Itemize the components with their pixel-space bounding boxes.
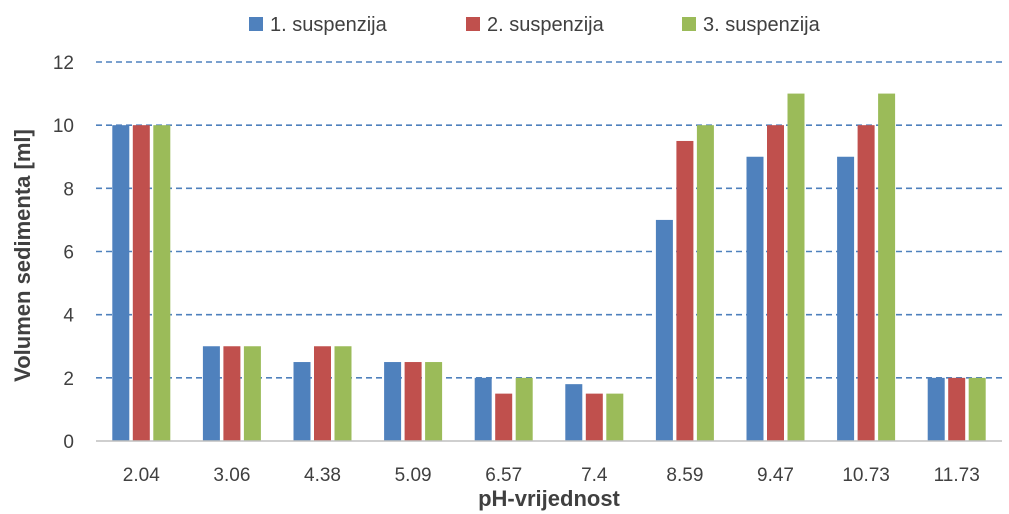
bar-series-3-8.59 (696, 125, 714, 442)
y-tick-label: 6 (63, 243, 74, 264)
bar-series-3-10.73 (878, 93, 896, 441)
bar-series-2-8.59 (676, 140, 694, 442)
bar-series-2-5.09 (404, 362, 422, 441)
x-tick-label: 5.09 (395, 465, 432, 486)
bar-series-2-6.57 (495, 393, 513, 441)
y-tick-label: 2 (63, 369, 74, 390)
bar-series-2-4.38 (314, 346, 331, 441)
y-tick-label: 4 (63, 306, 74, 327)
y-tick-label: 12 (53, 53, 74, 74)
bar-series-3-6.57 (515, 377, 533, 441)
legend-swatch-3 (682, 17, 696, 31)
bar-series-1-6.57 (474, 377, 492, 441)
y-tick-label: 10 (53, 116, 74, 137)
bar-series-2-9.47 (767, 125, 784, 442)
bar-series-1-3.06 (202, 346, 220, 441)
x-axis-title: pH-vrijednost (478, 486, 620, 511)
y-tick-label: 8 (63, 179, 74, 200)
bar-series-3-2.04 (153, 125, 171, 442)
bar-series-2-3.06 (223, 346, 241, 441)
bar-series-3-3.06 (243, 346, 261, 441)
y-tick-label: 0 (63, 432, 74, 453)
legend-label-3: 3. suspenzija (703, 14, 821, 36)
bar-series-1-2.04 (112, 125, 130, 442)
bar-series-3-11.73 (968, 377, 986, 441)
bar-series-3-9.47 (787, 93, 805, 441)
x-tick-label: 4.38 (304, 465, 341, 486)
bar-series-2-2.04 (132, 125, 150, 442)
bar-series-1-10.73 (837, 156, 855, 441)
bar-series-2-7.4 (585, 393, 603, 441)
bar-series-1-8.59 (655, 219, 673, 441)
legend-swatch-1 (249, 17, 263, 31)
x-tick-label: 11.73 (934, 465, 980, 486)
x-tick-label: 6.57 (485, 465, 522, 486)
x-tick-label: 10.73 (842, 465, 890, 486)
bar-series-3-5.09 (425, 362, 443, 441)
bar-series-2-11.73 (948, 377, 966, 441)
bar-series-1-5.09 (384, 362, 402, 441)
bar-series-3-4.38 (334, 346, 352, 441)
legend: 1. suspenzija 2. suspenzija 3. suspenzija (249, 14, 821, 36)
y-axis-title: Volumen sedimenta [ml] (10, 129, 35, 382)
x-tick-label: 3.06 (213, 465, 250, 486)
bar-series-3-7.4 (606, 393, 624, 441)
bar-series-1-9.47 (746, 156, 764, 441)
legend-label-1: 1. suspenzija (270, 14, 388, 36)
bar-series-1-11.73 (927, 377, 945, 441)
legend-label-2: 2. suspenzija (487, 14, 605, 36)
bar-series-1-7.4 (565, 384, 583, 441)
x-tick-label: 9.47 (757, 465, 794, 486)
x-tick-label: 2.04 (123, 465, 160, 486)
bar-series-1-4.38 (293, 362, 311, 441)
bars (112, 93, 986, 442)
bar-series-2-10.73 (857, 125, 875, 442)
legend-swatch-2 (466, 17, 480, 31)
x-tick-label: 7.4 (581, 465, 608, 486)
axes: 0 2 4 6 8 10 12 2.04 3.06 4.38 5.09 6.57 7.4 8.59 9.47… (53, 53, 1002, 486)
x-tick-label: 8.59 (666, 465, 703, 486)
